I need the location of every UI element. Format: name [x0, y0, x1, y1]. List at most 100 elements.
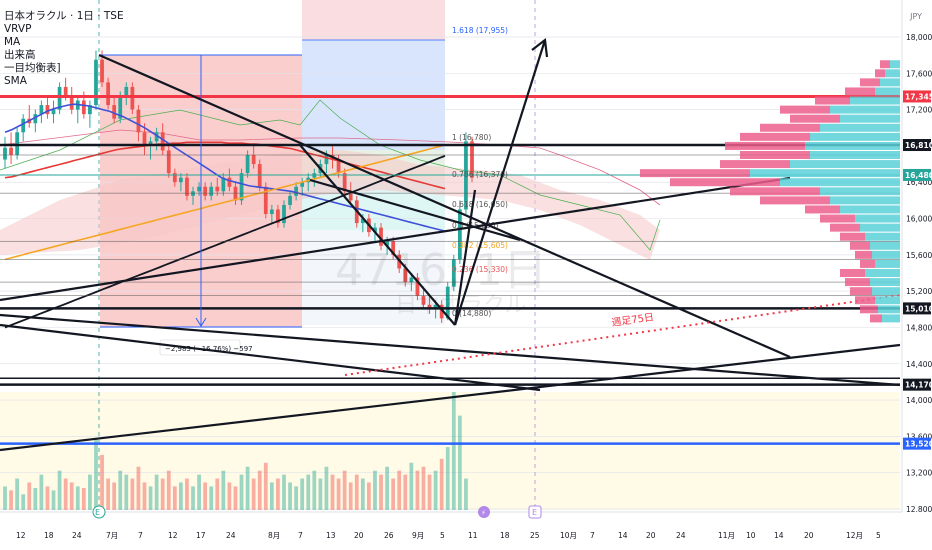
volume-profile-sell — [860, 305, 878, 314]
volume-bar — [318, 478, 323, 510]
volume-bar — [342, 470, 347, 510]
volume-bar — [75, 486, 80, 510]
volume-profile-sell — [720, 160, 790, 169]
future-event-letter: E — [532, 508, 537, 517]
volume-profile-sell — [670, 178, 780, 187]
volume-bar — [142, 482, 147, 510]
volume-bar — [221, 470, 226, 510]
ichimoku-lagging — [0, 99, 661, 251]
volume-profile-buy — [830, 105, 900, 114]
volume-profile-buy — [875, 87, 900, 96]
volume-bar — [354, 474, 359, 510]
volume-bar — [166, 470, 171, 510]
legend-volume[interactable]: 出来高 — [4, 49, 36, 61]
volume-bar — [9, 490, 13, 510]
candle-body — [112, 105, 117, 119]
volume-profile-buy — [750, 169, 900, 178]
price-tick-label: 13,200 — [906, 469, 932, 478]
price-tick-label: 16,000 — [906, 215, 932, 224]
volume-bar — [385, 466, 389, 510]
price-tick-label: 15,200 — [906, 287, 932, 296]
candle-body — [360, 218, 365, 224]
candle-body — [21, 118, 26, 133]
time-tick-label: 20 — [646, 531, 656, 540]
volume-bar — [294, 486, 298, 510]
volume-bar — [306, 474, 311, 510]
time-tick-label: 26 — [384, 531, 394, 540]
time-tick-label: 24 — [72, 531, 82, 540]
volume-profile-buy — [790, 160, 900, 169]
volume-bar — [94, 439, 98, 510]
time-tick-label: 18 — [44, 531, 54, 540]
future-event-marker — [528, 505, 542, 519]
volume-profile-sell — [855, 296, 875, 305]
price-marker-label: 17,345 — [905, 92, 932, 101]
price-marker-label: 14,170 — [905, 381, 932, 390]
volume-bar — [397, 470, 402, 510]
time-tick-label: 13 — [326, 531, 336, 540]
legend-ichimoku[interactable]: 一目均衡表] — [4, 62, 61, 74]
candle-body — [439, 304, 444, 319]
candle-body — [300, 182, 305, 187]
price-marker-badge — [903, 437, 931, 450]
time-tick-label: 9月 — [412, 531, 424, 540]
legend-ma[interactable]: MA — [4, 36, 21, 48]
volume-bar — [245, 466, 250, 510]
volume-profile-sell — [805, 205, 840, 214]
candle-body — [288, 195, 292, 205]
volume-bar — [45, 486, 50, 510]
volume-bar — [330, 474, 335, 510]
ma-orange-line — [4, 144, 446, 261]
time-tick-label: 12 — [168, 531, 178, 540]
time-tick-label: 25 — [530, 531, 540, 540]
candle-body — [227, 177, 232, 187]
candle-body — [9, 147, 13, 155]
volume-profile-sell — [860, 259, 875, 268]
volume-bar — [57, 470, 62, 510]
volume-profile-buy — [872, 250, 900, 259]
trend-line — [299, 144, 456, 326]
legend-sma[interactable]: SMA — [4, 75, 27, 87]
volume-bar — [360, 478, 365, 510]
time-tick-label: 5 — [876, 531, 881, 540]
volume-bar — [148, 486, 153, 510]
dividend-marker — [478, 506, 490, 518]
range-box-top — [302, 0, 445, 40]
trend-line — [0, 176, 791, 302]
price-marker-badge — [903, 378, 931, 391]
time-tick-label: 11 — [468, 531, 478, 540]
volume-profile-sell — [880, 60, 890, 69]
price-marker-label: 15,010 — [905, 304, 932, 313]
candle-body — [233, 186, 238, 201]
volume-profile-sell — [840, 232, 865, 241]
volume-bar — [373, 470, 377, 510]
candle-body — [433, 304, 438, 310]
candle-body — [373, 227, 377, 233]
candle-body — [379, 227, 383, 246]
time-tick-label: 8月 — [268, 531, 280, 540]
volume-profile-buy — [870, 278, 900, 287]
volume-bar — [457, 415, 462, 510]
volume-bar — [427, 474, 432, 510]
ichimoku-span-a — [0, 129, 661, 206]
candle-body — [342, 173, 347, 192]
weekly-ma-label: 週足75日 — [611, 311, 655, 329]
volume-bar — [191, 486, 195, 510]
volume-bar — [51, 490, 56, 510]
candle-body — [81, 100, 86, 115]
volume-profile-sell — [870, 314, 882, 323]
volume-bar — [203, 482, 208, 510]
volume-bar — [15, 478, 20, 510]
volume-bar — [367, 482, 371, 510]
volume-bar — [409, 462, 414, 510]
volume-bar — [433, 470, 438, 510]
volume-bar — [415, 470, 420, 510]
candle-body — [39, 105, 44, 115]
volume-profile-sell — [760, 123, 820, 132]
legend-vrvp[interactable]: VRVP — [4, 23, 32, 35]
volume-bar — [276, 478, 280, 510]
volume-profile-buy — [875, 296, 900, 305]
symbol-line[interactable]: 日本オラクル · 1日 · TSE — [4, 10, 124, 22]
candle-body — [94, 59, 98, 106]
